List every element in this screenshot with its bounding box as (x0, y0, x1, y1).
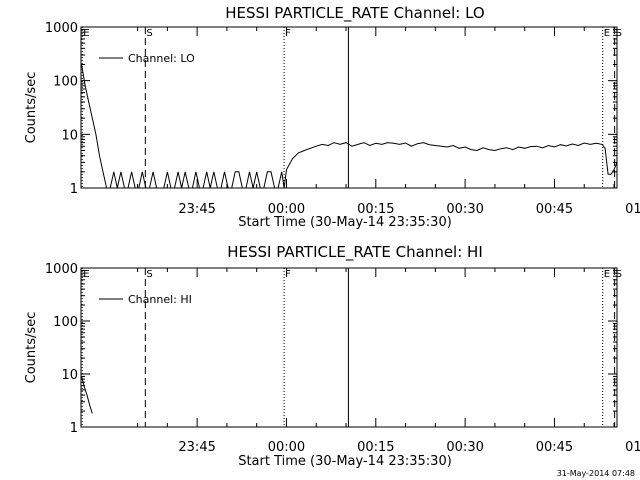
y-tick-label: 10 (61, 368, 78, 383)
event-marker-label: E (604, 269, 610, 280)
y-tick-label: 1 (70, 421, 78, 436)
legend-label: Channel: LO (128, 52, 195, 65)
x-tick-label: 23:45 (178, 440, 215, 455)
x-tick-label: 00:30 (446, 202, 483, 217)
x-tick-label: 00:45 (536, 440, 573, 455)
event-marker-label: F (285, 28, 291, 39)
x-tick-label: 00:45 (536, 202, 573, 217)
event-marker-label: E (83, 28, 89, 39)
x-tick-label: 01:00 (625, 440, 640, 455)
x-tick-label: 00:00 (268, 202, 305, 217)
x-tick-label: 00:00 (268, 440, 305, 455)
event-marker-label: S (616, 28, 622, 39)
plot-timestamp: 31-May-2014 07:48 (557, 469, 635, 478)
event-marker-label: E (83, 269, 89, 280)
legend-label: Channel: HI (128, 293, 192, 306)
series-line (81, 376, 93, 414)
series-line (81, 64, 617, 188)
chart-title: HESSI PARTICLE_RATE Channel: LO (225, 4, 484, 23)
event-marker-label: F (285, 269, 291, 280)
y-tick-label: 1 (70, 182, 78, 197)
x-tick-label: 23:45 (178, 202, 215, 217)
x-tick-label: 00:15 (357, 202, 394, 217)
plot-frame (80, 267, 618, 428)
event-marker-label: S (146, 269, 152, 280)
panel-hi: HESSI PARTICLE_RATE Channel: HI 1 10 100 100… (24, 243, 640, 469)
x-axis-label: Start Time (30-May-14 23:35:30) (238, 215, 452, 230)
y-tick-label: 100 (53, 75, 78, 90)
x-tick-label: 00:30 (446, 440, 483, 455)
chart-title: HESSI PARTICLE_RATE Channel: HI (227, 243, 483, 262)
y-axis-label: Counts/sec (24, 72, 39, 144)
panel-lo: HESSI PARTICLE_RATE Channel: LO 1 10 100 100… (24, 4, 640, 230)
event-marker-label: S (146, 28, 152, 39)
x-axis-label: Start Time (30-May-14 23:35:30) (238, 454, 452, 469)
y-axis-label: Counts/sec (24, 312, 39, 384)
event-marker-label: S (616, 269, 622, 280)
x-tick-label: 00:15 (357, 440, 394, 455)
y-tick-label: 1000 (45, 21, 78, 36)
x-tick-label: 01:00 (625, 202, 640, 217)
y-tick-label: 1000 (45, 262, 78, 277)
series-line (620, 306, 640, 414)
event-marker-label: E (604, 28, 610, 39)
y-tick-label: 10 (61, 128, 78, 143)
y-tick-label: 100 (53, 315, 78, 330)
plot-frame (80, 26, 618, 189)
